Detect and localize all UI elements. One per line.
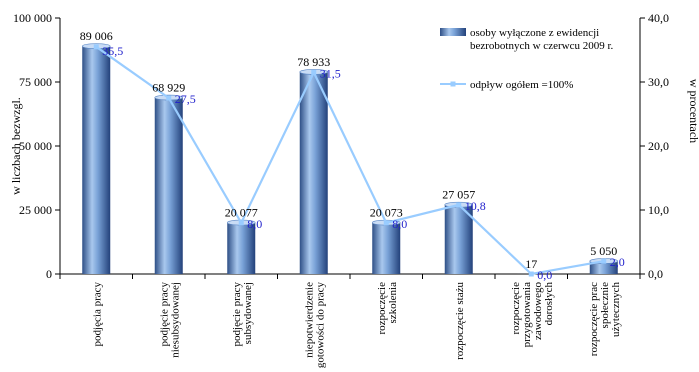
x-tick-label: podjęcie pracy niesubsydowanej	[158, 282, 181, 358]
x-tick-label-line: dorosłych	[543, 282, 555, 326]
bar-group	[81, 43, 111, 275]
x-tick-label-line: podjęcia pracy	[91, 282, 103, 347]
legend-item-line: odpływ ogółem =100%	[440, 79, 573, 91]
x-tick-label-line: gotowości do pracy	[314, 282, 326, 369]
bar	[82, 46, 111, 275]
bar	[227, 222, 256, 274]
y-tick-label-right: 20,0	[648, 139, 669, 153]
line-point	[93, 44, 99, 50]
bar-value-label: 68 929	[152, 81, 185, 95]
x-tick-label-line: subsydowanej	[242, 282, 254, 344]
x-tick-label-line: społecznie	[599, 282, 611, 329]
y-tick-label-right: 30,0	[648, 75, 669, 89]
legend-swatch-marker	[450, 81, 456, 87]
x-tick-label: rozpoczęcie szkolenia	[376, 282, 399, 335]
x-tick-label: podjęcie pracy subsydowanej	[231, 282, 254, 347]
x-tick-label-line: zawodowego	[532, 282, 544, 341]
y-tick-label-left: 50 000	[19, 139, 52, 153]
y-tick-label-right: 40,0	[648, 11, 669, 25]
bar-value-label: 5 050	[590, 244, 617, 258]
line-point	[528, 271, 534, 277]
x-tick-label: rozpoczęcie przygotowania zawodowego dorosł…	[510, 282, 555, 348]
line-point	[383, 220, 389, 226]
y-tick-label-right: 0,0	[648, 267, 663, 281]
line-value-label: 10,8	[465, 199, 486, 213]
bar-group	[371, 219, 401, 274]
y-axis-title-left: w liczbach bezwzgl.	[9, 97, 23, 195]
bar-value-label: 78 933	[297, 55, 330, 69]
line-series	[95, 45, 604, 276]
line-value-label: 0,0	[537, 268, 552, 282]
x-tick-label-line: rozpoczęcie	[510, 282, 522, 335]
y-axis-title-right: w procentach	[687, 79, 699, 143]
bar-value-label: 20 073	[370, 206, 403, 220]
x-tick-label-line: niesubsydowanej	[169, 282, 181, 358]
line-value-label: 8,0	[247, 217, 262, 231]
x-tick-label-line: użytecznych	[610, 282, 622, 337]
bar	[444, 204, 473, 274]
x-tick-label-line: podjęcie pracy	[158, 282, 170, 347]
legend-item-bars: osoby wyłączone z ewidencjibezrobotnych …	[440, 27, 614, 52]
bar-value-label: 27 057	[442, 188, 475, 202]
x-tick-label-line: podjęcie pracy	[231, 282, 243, 347]
line-value-label: 27,5	[175, 92, 196, 106]
y-tick-label-left: 100 000	[13, 11, 52, 25]
bar-value-label: 20 077	[225, 206, 258, 220]
bar	[299, 71, 328, 274]
x-tick-label: rozpoczęcie prac społecznie użytecznych	[588, 282, 622, 357]
y-tick-label-left: 75 000	[19, 75, 52, 89]
line-point	[311, 69, 317, 75]
x-tick-label-line: rozpoczęcie	[376, 282, 388, 335]
legend-swatch-bar	[440, 28, 466, 36]
line-point	[456, 202, 462, 208]
x-tick-label: podjęcia pracy	[91, 282, 103, 347]
x-tick-label-line: szkolenia	[387, 282, 399, 324]
bar-group	[299, 69, 329, 274]
bar-group	[226, 219, 256, 274]
legend-label: odpływ ogółem =100%	[470, 79, 573, 91]
x-tick-label-line: niepotwierdzenie	[303, 282, 315, 358]
legend-label: osoby wyłączone z ewidencji	[470, 27, 599, 39]
line-value-label: 2,0	[610, 255, 625, 269]
bar	[589, 261, 618, 274]
line-point	[238, 220, 244, 226]
legend-label: bezrobotnych w czerwcu 2009 r.	[470, 40, 614, 52]
bar-group	[154, 94, 184, 274]
y-tick-label-right: 10,0	[648, 203, 669, 217]
line-value-label: 31,5	[320, 66, 341, 80]
bar	[372, 222, 401, 274]
x-tick-label-line: rozpoczęcie stażu	[454, 282, 466, 360]
y-tick-label-left: 0	[46, 267, 52, 281]
line-point	[601, 258, 607, 264]
line-value-label: 8,0	[392, 217, 407, 231]
x-tick-label: niepotwierdzenie gotowości do pracy	[303, 282, 326, 369]
x-tick-label: rozpoczęcie stażu	[454, 282, 466, 360]
x-tick-label-line: przygotowania	[521, 282, 533, 347]
x-tick-label-line: rozpoczęcie prac	[588, 282, 600, 356]
y-tick-label-left: 25 000	[19, 203, 52, 217]
line-point	[166, 95, 172, 101]
bar	[154, 97, 183, 274]
line-value-label: 35,5	[102, 44, 123, 58]
bar-value-label: 89 006	[80, 29, 113, 43]
bar-group	[444, 201, 474, 274]
bar-value-label: 17	[525, 257, 537, 271]
